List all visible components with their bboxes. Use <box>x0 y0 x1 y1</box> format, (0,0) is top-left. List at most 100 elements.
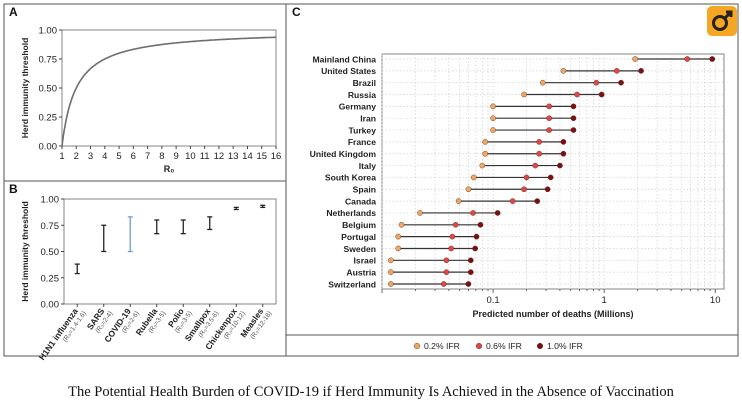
country-label: Belgium <box>342 220 376 230</box>
ifr-point <box>465 281 472 287</box>
panel-c-legend: 0.2% IFR 0.6% IFR 1.0% IFR <box>414 341 583 351</box>
ifr-point <box>387 257 394 264</box>
y-tick-label: 0.75 <box>41 221 60 232</box>
y-tick-label: 1.00 <box>39 26 58 37</box>
y-tick-label: 0.75 <box>39 55 58 66</box>
ifr-point <box>470 210 476 216</box>
ifr-point <box>539 79 546 86</box>
ifr-point <box>560 68 567 74</box>
ifr-point <box>448 245 455 252</box>
threshold-curve <box>61 36 277 147</box>
ifr-point <box>547 174 554 181</box>
ifr-point <box>455 198 462 204</box>
legend-marker <box>414 343 421 350</box>
x-tick-label: 5 <box>116 151 121 162</box>
y-tick-label: 0.50 <box>39 84 58 95</box>
ifr-point <box>467 269 474 275</box>
country-label: Switzerland <box>328 279 376 289</box>
x-tick-label: 16 <box>271 151 282 162</box>
country-label: United States <box>321 66 376 76</box>
panel-a-label: A <box>9 5 18 19</box>
country-label: Israel <box>354 256 376 266</box>
country-label: United Kingdom <box>310 149 377 159</box>
ifr-point <box>467 257 474 264</box>
country-label: Brazil <box>353 78 376 88</box>
country-label: Canada <box>345 196 376 206</box>
ifr-point <box>387 269 394 275</box>
ifr-point <box>546 115 552 122</box>
x-tick-label: 14 <box>242 151 253 162</box>
ifr-point <box>570 115 577 122</box>
ifr-point <box>532 162 539 169</box>
x-axis-label: Predicted number of deaths (Millions) <box>472 309 633 319</box>
ifr-point <box>398 221 405 228</box>
country-label: Spain <box>353 185 376 195</box>
ifr-point <box>490 115 496 122</box>
ifr-point <box>557 162 563 169</box>
ifr-point <box>482 139 489 145</box>
country-label: Russia <box>348 90 376 100</box>
ifr-point <box>452 221 459 228</box>
country-label: Netherlands <box>326 208 376 218</box>
x-tick-label: 0.1 <box>486 295 499 306</box>
panel-b-label: B <box>9 182 18 196</box>
country-label: Iran <box>360 114 376 124</box>
country-label: Germany <box>339 102 376 112</box>
y-tick-label: 0.25 <box>41 273 60 284</box>
brand-logo-icon <box>707 6 737 36</box>
ifr-point <box>546 127 552 133</box>
ifr-point <box>465 186 472 193</box>
ifr-point <box>521 91 527 98</box>
ifr-point <box>684 56 691 62</box>
x-tick-label: 9 <box>173 151 178 162</box>
ifr-point <box>477 221 484 228</box>
y-tick-label: 0.50 <box>41 247 60 258</box>
ifr-point <box>560 139 567 145</box>
x-tick-label: 12 <box>214 151 225 162</box>
country-label: South Korea <box>325 173 376 183</box>
x-axis-label: R₀ <box>164 164 175 174</box>
x-tick-label: 1 <box>601 295 606 306</box>
legend-marker <box>537 343 544 350</box>
x-tick-label: 8 <box>159 151 164 162</box>
ifr-point <box>536 150 542 157</box>
y-axis-label: Herd immunity threshold <box>20 38 30 139</box>
y-tick-label: 0.25 <box>39 113 58 124</box>
x-tick-label: 10 <box>185 151 196 162</box>
y-axis-label: Herd immunity threshold <box>20 201 30 302</box>
ifr-point <box>536 139 542 145</box>
panel-b-plot-area <box>63 198 277 305</box>
country-label: France <box>348 137 376 147</box>
country-label: Mainland China <box>312 54 376 64</box>
country-label: Italy <box>359 161 376 171</box>
ifr-point <box>479 162 486 169</box>
ifr-point <box>570 127 577 133</box>
country-label: Turkey <box>348 125 376 135</box>
x-tick-label: 4 <box>102 151 107 162</box>
y-tick-label: 0.00 <box>39 142 58 153</box>
panel-c-plot-area <box>381 53 725 290</box>
ifr-point <box>618 79 624 86</box>
y-tick-label: 0.00 <box>41 300 60 311</box>
country-label: Portugal <box>341 232 376 242</box>
ifr-point <box>546 103 552 110</box>
legend-marker <box>476 343 483 350</box>
ifr-point <box>570 103 577 110</box>
x-tick-label: 7 <box>145 151 150 162</box>
ifr-point <box>593 79 600 86</box>
ifr-point <box>574 91 580 98</box>
ifr-point <box>482 150 489 157</box>
ifr-point <box>470 174 477 181</box>
panel-c-chart: 0.1 1 10 Predicted number of deaths (Millio… <box>310 53 725 319</box>
panel-a-chart: 0.000.250.500.751.001 2 3 4 5 6 7 8 9 10 11 12 13 14 1… <box>20 26 281 175</box>
ifr-point <box>490 103 496 110</box>
ifr-point <box>523 174 530 181</box>
ifr-point <box>709 56 716 62</box>
x-tick-label: 2 <box>74 151 79 162</box>
ifr-point <box>473 233 480 240</box>
x-tick-label: 3 <box>88 151 93 162</box>
ifr-point <box>443 269 450 275</box>
country-label: Austria <box>346 267 376 277</box>
x-tick-label: 6 <box>131 151 136 162</box>
